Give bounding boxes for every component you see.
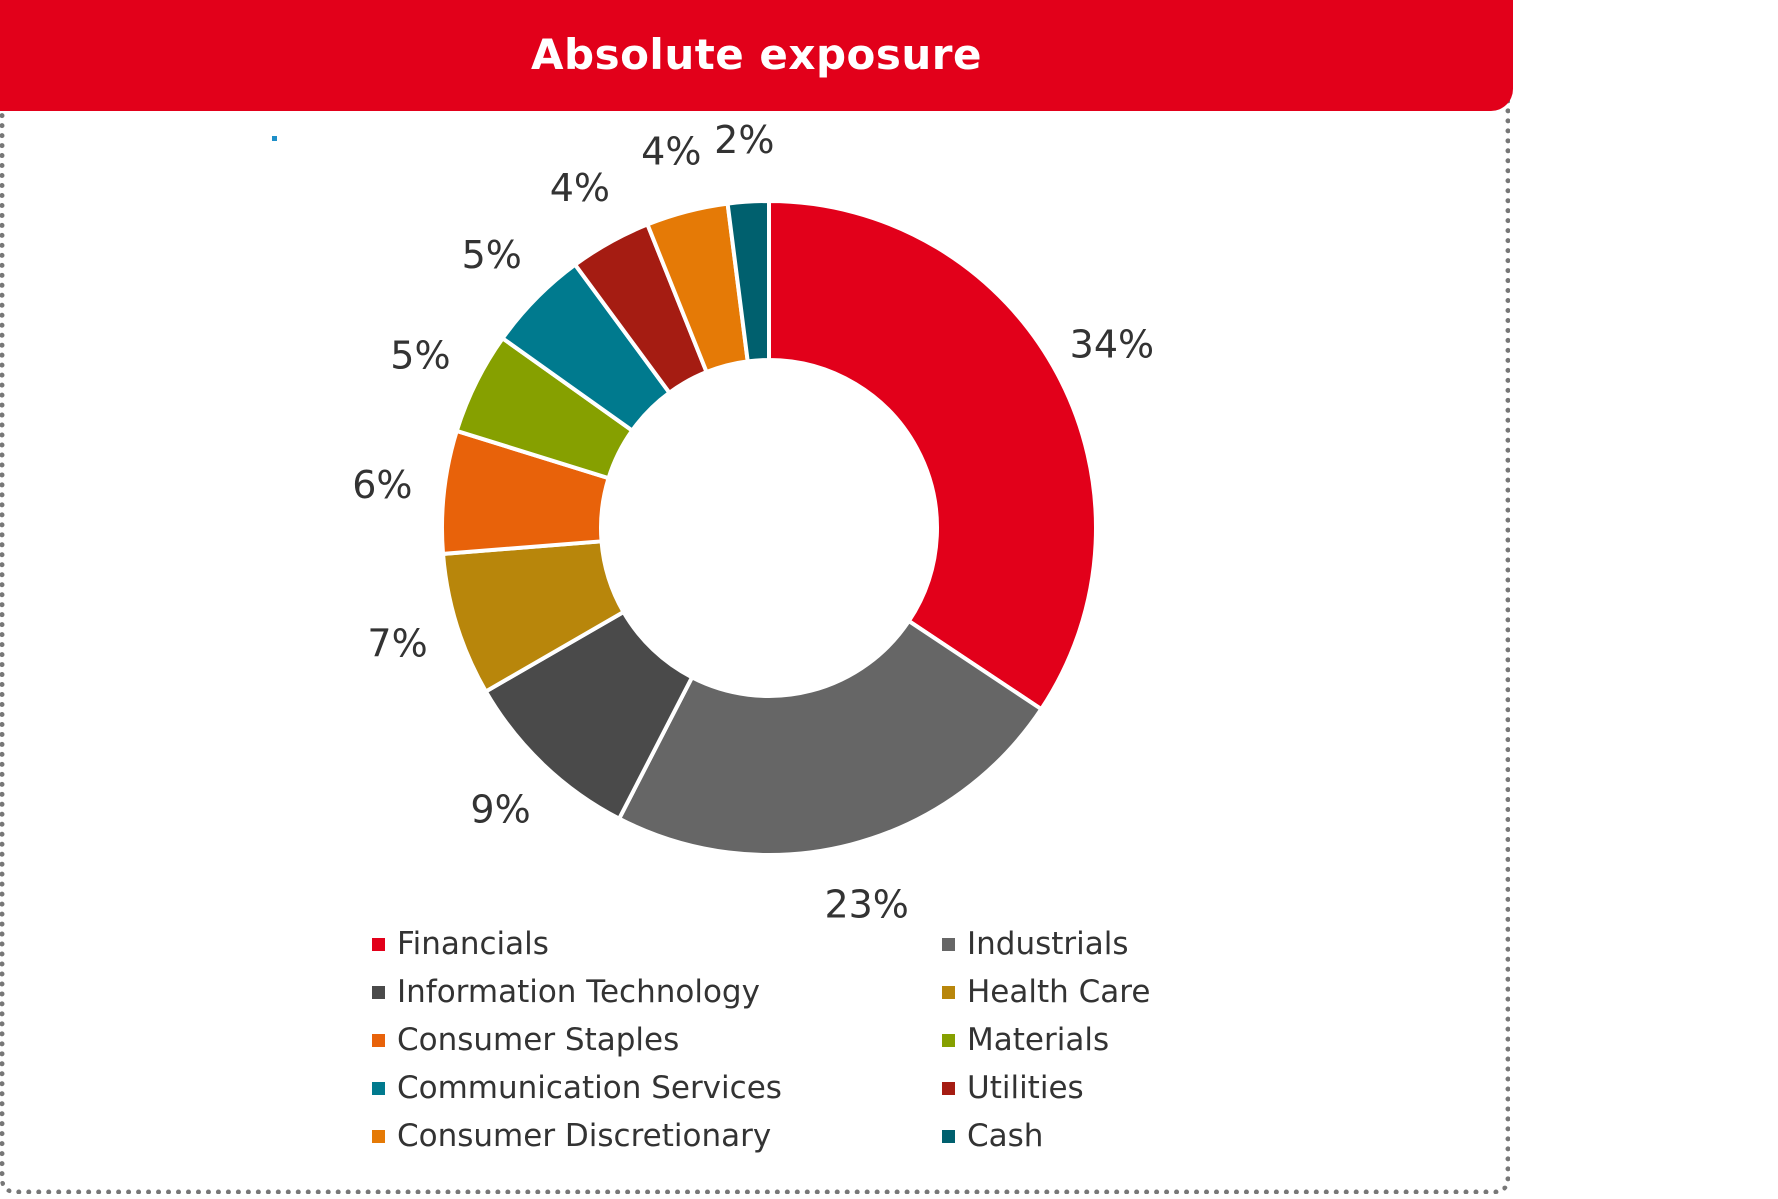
legend-swatch xyxy=(942,937,955,951)
legend-label: Health Care xyxy=(967,974,1151,1010)
slice-labels: 34% 23% 9% 7% 6% 5% 5% 4% 4% 2% xyxy=(352,118,1154,927)
legend-label: Utilities xyxy=(967,1070,1084,1106)
data-label-utilities: 4% xyxy=(550,166,610,210)
legend-label: Industrials xyxy=(967,926,1129,962)
chart-title: Absolute exposure xyxy=(531,30,982,79)
legend-label: Materials xyxy=(967,1022,1110,1058)
legend-item-industrials: Industrials xyxy=(942,920,1242,968)
slice-cash xyxy=(725,198,771,364)
legend-item-information-technology: Information Technology xyxy=(372,968,942,1016)
data-label-health-care: 7% xyxy=(367,622,427,666)
accent-dot xyxy=(272,136,277,141)
legend-item-health-care: Health Care xyxy=(942,968,1242,1016)
legend-label: Cash xyxy=(967,1118,1044,1154)
legend-item-consumer-discretionary: Consumer Discretionary xyxy=(372,1112,942,1160)
legend-swatch xyxy=(372,1081,385,1095)
data-label-consumer-discretionary: 4% xyxy=(641,129,701,173)
legend-item-financials: Financials xyxy=(372,920,942,968)
legend-label: Consumer Discretionary xyxy=(397,1118,772,1154)
data-label-cash: 2% xyxy=(714,118,774,162)
legend-label: Financials xyxy=(397,926,549,962)
data-label-materials: 5% xyxy=(390,333,450,377)
data-label-communication-services: 5% xyxy=(462,233,522,277)
data-label-industrials: 23% xyxy=(824,883,908,927)
chart-panel xyxy=(0,0,1510,1194)
legend-item-utilities: Utilities xyxy=(942,1064,1242,1112)
chart-header: Absolute exposure xyxy=(0,0,1513,111)
data-label-information-technology: 9% xyxy=(470,788,530,832)
legend-item-cash: Cash xyxy=(942,1112,1242,1160)
legend-label: Information Technology xyxy=(397,974,760,1010)
legend-item-communication-services: Communication Services xyxy=(372,1064,942,1112)
legend-swatch xyxy=(942,1081,955,1095)
data-label-financials: 34% xyxy=(1070,322,1154,366)
legend-swatch xyxy=(942,985,955,999)
slice-industrials xyxy=(616,618,1045,857)
chart-legend: Financials Industrials Information Technol… xyxy=(372,920,1150,1160)
data-label-consumer-staples: 6% xyxy=(352,463,412,507)
legend-swatch xyxy=(942,1129,955,1143)
legend-item-consumer-staples: Consumer Staples xyxy=(372,1016,942,1064)
legend-label: Communication Services xyxy=(397,1070,782,1106)
legend-swatch xyxy=(942,1033,955,1047)
legend-swatch xyxy=(372,1129,385,1143)
legend-swatch xyxy=(372,937,385,951)
legend-swatch xyxy=(372,1033,385,1047)
legend-swatch xyxy=(372,985,385,999)
legend-item-materials: Materials xyxy=(942,1016,1242,1064)
legend-label: Consumer Staples xyxy=(397,1022,680,1058)
slice-financials xyxy=(767,198,1098,712)
donut-slices xyxy=(440,198,1098,857)
